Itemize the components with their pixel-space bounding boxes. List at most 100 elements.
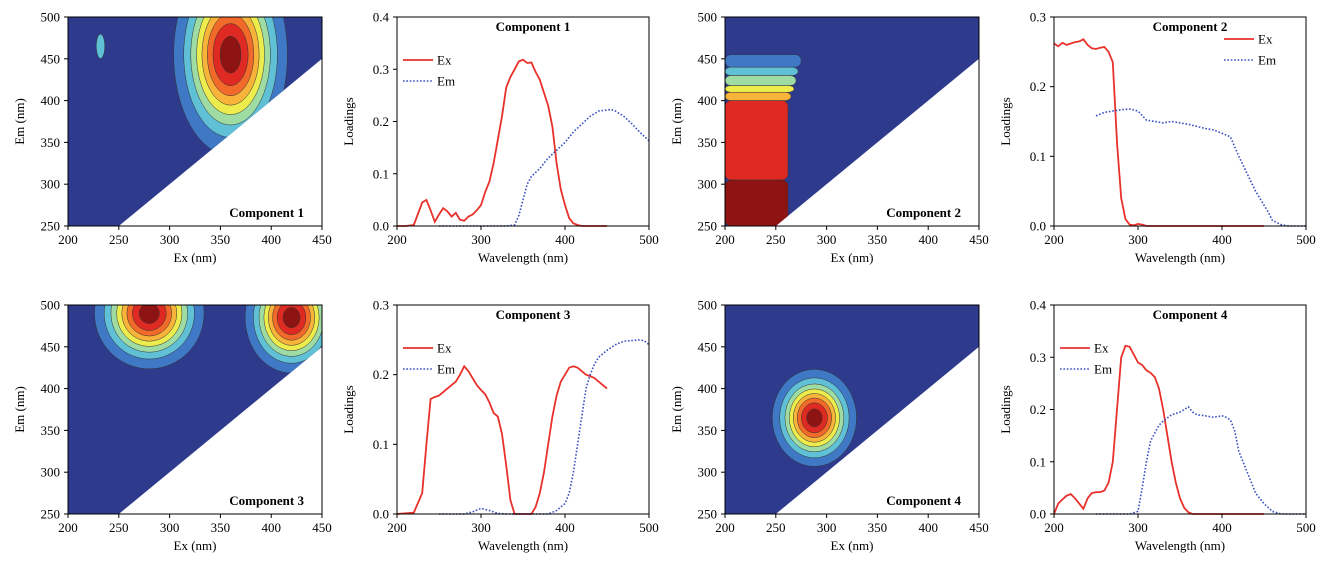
panel-title: Component 2 [886, 205, 961, 220]
contour-field [68, 17, 322, 226]
legend-label-em: Em [1094, 362, 1112, 377]
y-tick-label: 0.0 [373, 507, 389, 522]
y-tick-label: 450 [698, 51, 718, 66]
y-tick-label: 250 [41, 507, 61, 522]
y-tick-label: 0.1 [373, 166, 389, 181]
x-axis-label: Wavelength (nm) [1135, 538, 1225, 553]
y-axis-label: Em (nm) [12, 98, 27, 145]
y-tick-label: 0.3 [1030, 10, 1046, 25]
plot-background [397, 305, 649, 514]
contour-band [725, 100, 789, 181]
x-tick-label: 200 [58, 520, 78, 535]
y-tick-label: 300 [41, 465, 61, 480]
legend-label-em: Em [437, 362, 455, 377]
x-axis-label: Ex (nm) [174, 250, 217, 265]
y-tick-label: 450 [698, 339, 718, 354]
x-tick-label: 450 [312, 232, 332, 247]
x-tick-label: 250 [766, 520, 786, 535]
series-ex-line [396, 364, 608, 515]
x-tick-label: 200 [1044, 520, 1064, 535]
series-em-line [1096, 405, 1306, 515]
y-tick-label: 400 [41, 93, 61, 108]
y-tick-label: 0.2 [373, 367, 389, 382]
x-axis-label: Ex (nm) [174, 538, 217, 553]
x-tick-label: 400 [555, 232, 575, 247]
y-axis-label: Loadings [341, 97, 356, 145]
y-tick-label: 0.2 [1030, 79, 1046, 94]
x-tick-label: 250 [109, 232, 129, 247]
y-tick-label: 250 [698, 219, 718, 234]
panel-title: Component 2 [1153, 19, 1228, 34]
y-axis-label: Loadings [998, 385, 1013, 433]
contour-field [725, 17, 979, 226]
x-tick-label: 350 [211, 520, 231, 535]
contour-level [219, 35, 242, 74]
x-tick-label: 500 [1296, 520, 1316, 535]
x-tick-label: 450 [312, 520, 332, 535]
y-tick-label: 500 [698, 10, 718, 25]
y-tick-label: 0.0 [373, 219, 389, 234]
y-tick-label: 300 [698, 177, 718, 192]
loadings-panel-6: Component 3 Ex Em 200 300 400 500 0.0 0.1 0.2 0.3 W… [341, 298, 659, 554]
loadings-panel-4: Component 2 Ex Em 200 300 400 500 0.0 0.1 0.2 0.3 W… [998, 10, 1316, 266]
series-em-line [439, 108, 650, 227]
contour-band [725, 75, 797, 86]
contour-level [138, 305, 160, 324]
x-tick-label: 400 [1212, 232, 1232, 247]
x-tick-label: 300 [471, 520, 491, 535]
x-axis-label: Wavelength (nm) [478, 538, 568, 553]
x-tick-label: 400 [261, 520, 281, 535]
y-tick-label: 400 [698, 381, 718, 396]
y-tick-label: 400 [41, 381, 61, 396]
legend-label-em: Em [1258, 53, 1276, 68]
plot-background [397, 17, 649, 226]
y-tick-label: 350 [41, 423, 61, 438]
y-tick-label: 350 [698, 135, 718, 150]
legend-label-ex: Ex [437, 341, 452, 356]
x-tick-label: 400 [555, 520, 575, 535]
x-tick-label: 500 [1296, 232, 1316, 247]
y-axis-label: Em (nm) [12, 386, 27, 433]
legend-label-ex: Ex [437, 53, 452, 68]
y-tick-label: 500 [41, 10, 61, 25]
plot-background [1054, 305, 1306, 514]
y-axis-label: Em (nm) [669, 386, 684, 433]
x-tick-label: 200 [715, 520, 735, 535]
y-tick-label: 0.3 [373, 298, 389, 313]
x-tick-label: 350 [211, 232, 231, 247]
contour-field [725, 305, 979, 514]
contour-band [725, 66, 799, 76]
y-axis-label: Loadings [341, 385, 356, 433]
y-tick-label: 0.0 [1030, 219, 1046, 234]
plot-frame [724, 304, 980, 515]
series-em-line [1095, 108, 1306, 227]
contour-level [96, 33, 105, 59]
x-tick-label: 400 [918, 232, 938, 247]
panel-title: Component 3 [229, 493, 304, 508]
contour-level [806, 408, 823, 428]
series-em-line [439, 338, 650, 515]
x-tick-label: 300 [1128, 520, 1148, 535]
x-axis-label: Ex (nm) [831, 250, 874, 265]
series-ex-line [1053, 38, 1264, 227]
y-tick-label: 500 [698, 298, 718, 313]
panel-title: Component 3 [496, 307, 571, 322]
y-tick-label: 0.2 [1030, 402, 1046, 417]
y-tick-label: 0.4 [1030, 298, 1047, 313]
contour-band [725, 179, 789, 226]
y-tick-label: 300 [698, 465, 718, 480]
plot-background [1054, 17, 1306, 226]
plot-frame [396, 304, 650, 515]
y-tick-label: 350 [41, 135, 61, 150]
panel-title: Component 4 [1153, 307, 1228, 322]
x-tick-label: 300 [160, 232, 180, 247]
contour-band [725, 91, 792, 101]
y-tick-label: 0.3 [1030, 350, 1046, 365]
x-tick-label: 200 [715, 232, 735, 247]
x-tick-label: 450 [969, 520, 989, 535]
y-tick-label: 450 [41, 51, 61, 66]
